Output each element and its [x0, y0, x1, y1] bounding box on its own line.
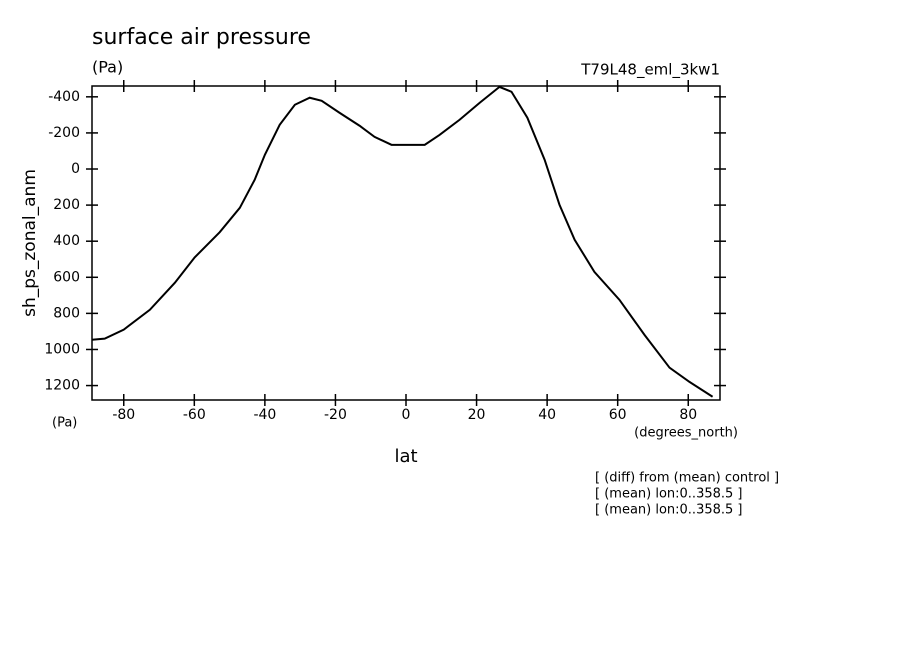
- plot-frame: [91, 85, 721, 401]
- x-tick-label: 0: [402, 407, 411, 423]
- data-line: [91, 85, 714, 398]
- subtitle: (Pa): [92, 58, 123, 77]
- x-tick-label: -20: [324, 407, 347, 423]
- annotation: [ (diff) from (mean) control ]: [595, 471, 779, 486]
- run-label: T79L48_eml_3kw1: [580, 61, 720, 80]
- annotation: [ (mean) lon:0..358.5 ]: [595, 503, 743, 518]
- y-tick-label: 200: [53, 197, 80, 213]
- x-tick-label: -80: [112, 407, 135, 423]
- y-tick-label: 1200: [44, 378, 80, 394]
- x-tick-label: 40: [538, 407, 556, 423]
- y-tick-label: 1000: [44, 341, 80, 357]
- y-tick-label: 400: [53, 233, 80, 249]
- y-unit: (Pa): [52, 416, 77, 431]
- y-tick-label: -200: [48, 125, 80, 141]
- x-unit: (degrees_north): [634, 426, 738, 441]
- y-tick-label: -400: [48, 89, 80, 105]
- y-tick-label: 800: [53, 305, 80, 321]
- annotation: [ (mean) lon:0..358.5 ]: [595, 487, 743, 502]
- x-tick-label: 60: [609, 407, 627, 423]
- y-tick-label: 600: [53, 269, 80, 285]
- x-tick-label: -60: [183, 407, 206, 423]
- x-tick-label: 20: [468, 407, 486, 423]
- chart-title: surface air pressure: [92, 25, 311, 50]
- x-axis-label: lat: [394, 446, 417, 467]
- x-tick-label: 80: [679, 407, 697, 423]
- y-axis-label: sh_ps_zonal_anm: [20, 169, 40, 317]
- y-tick-label: 0: [71, 161, 80, 177]
- x-tick-label: -40: [253, 407, 276, 423]
